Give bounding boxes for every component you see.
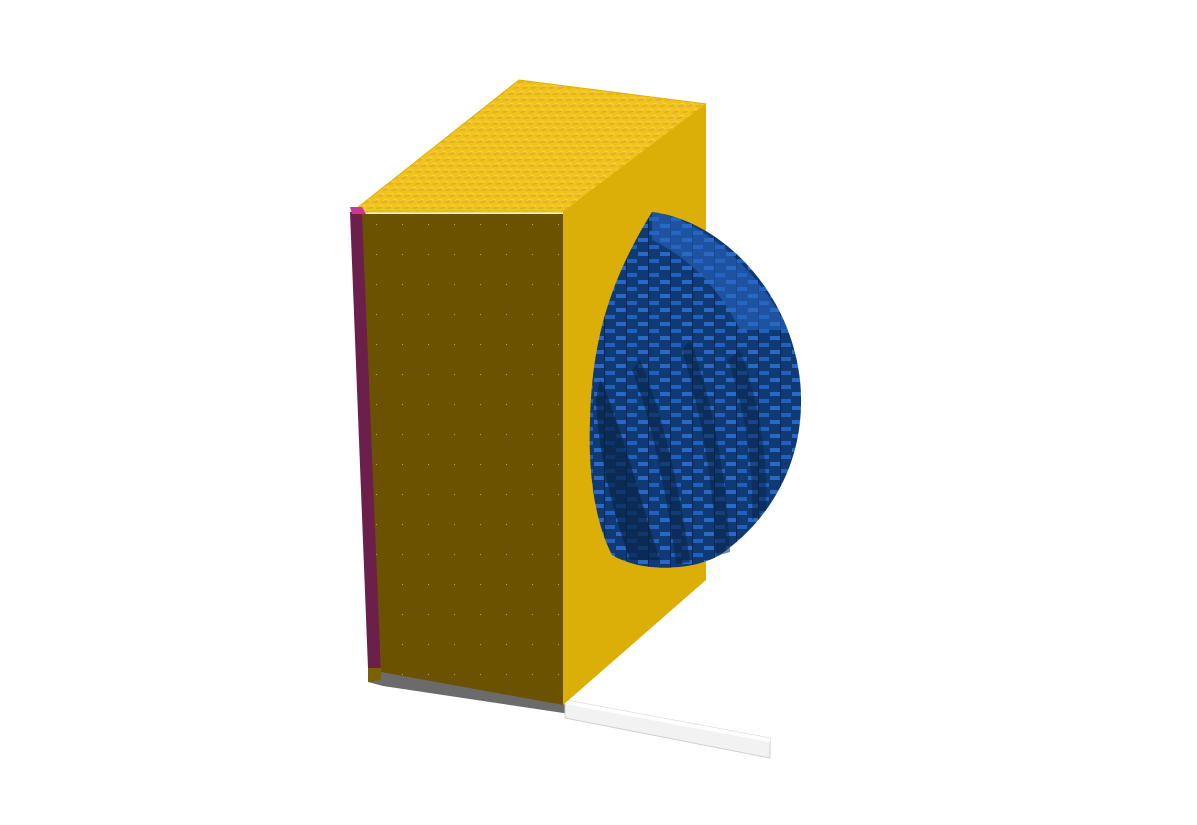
yellow-box-top-face bbox=[350, 79, 708, 213]
white-base-plate bbox=[564, 699, 771, 759]
yellow-box-front-face bbox=[362, 214, 563, 705]
gray-base-plate bbox=[368, 668, 570, 714]
magenta-side-panel bbox=[350, 207, 381, 668]
blue-stepped-dome bbox=[589, 212, 802, 568]
